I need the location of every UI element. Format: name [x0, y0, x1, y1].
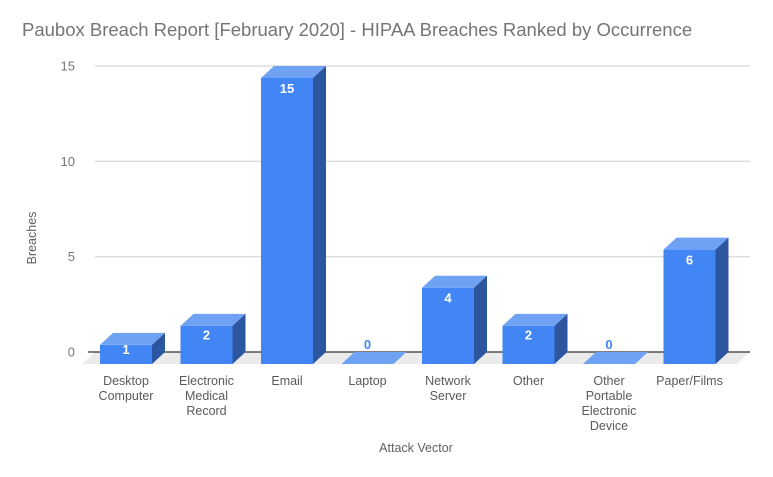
bar-front-face [502, 325, 555, 364]
y-tick-label: 5 [68, 249, 75, 264]
x-category-label: Server [430, 389, 467, 403]
x-category-label: Laptop [348, 374, 386, 388]
y-tick-label: 10 [61, 154, 75, 169]
bar-side-face [554, 313, 568, 364]
x-category-label: Paper/Films [656, 374, 723, 388]
x-category-label: Device [590, 419, 628, 433]
bar-side-face [313, 66, 326, 364]
bar-top-face [261, 66, 326, 78]
x-category-label: Electronic [582, 404, 637, 418]
x-category-label: Desktop [103, 374, 149, 388]
bar-top-face [180, 313, 246, 326]
bar-side-face [152, 332, 165, 364]
bar-zero-face [341, 352, 407, 364]
bar-top-face [663, 237, 729, 250]
chart-floor [82, 352, 750, 364]
y-tick-label: 15 [61, 59, 75, 74]
x-category-label: Medical [185, 389, 228, 403]
bar-value-label: 2 [203, 327, 210, 342]
bar-side-face [474, 275, 487, 364]
y-tick-label: 0 [68, 345, 75, 360]
chart-title: Paubox Breach Report [February 2020] - H… [22, 19, 693, 40]
bar-value-label: 2 [525, 327, 532, 342]
x-axis-title: Attack Vector [379, 441, 453, 455]
x-category-label: Network [425, 374, 472, 388]
bar-front-face [422, 287, 474, 364]
bar-front-face [261, 78, 313, 364]
bar-front-face [100, 344, 152, 364]
bar-front-face [663, 249, 716, 364]
x-category-label: Computer [99, 389, 154, 403]
bar-value-label: 15 [280, 81, 294, 96]
bar-value-label: 6 [686, 253, 693, 268]
bar-zero-face [583, 352, 648, 364]
bar-value-label: 0 [364, 337, 371, 352]
bar-value-label: 1 [122, 342, 129, 357]
bar-top-face [502, 313, 568, 326]
bar-side-face [715, 237, 729, 364]
bar-side-face [232, 313, 246, 364]
x-category-label: Email [271, 374, 302, 388]
bar-top-face [100, 332, 165, 345]
bar-front-face [180, 325, 233, 364]
x-category-label: Electronic [179, 374, 234, 388]
bar-value-label: 4 [444, 291, 452, 306]
x-category-label: Other [513, 374, 544, 388]
x-category-label: Portable [586, 389, 633, 403]
bar-value-label: 0 [605, 337, 612, 352]
x-category-label: Record [186, 404, 226, 418]
bar-top-face [422, 275, 487, 288]
x-category-label: Other [593, 374, 624, 388]
